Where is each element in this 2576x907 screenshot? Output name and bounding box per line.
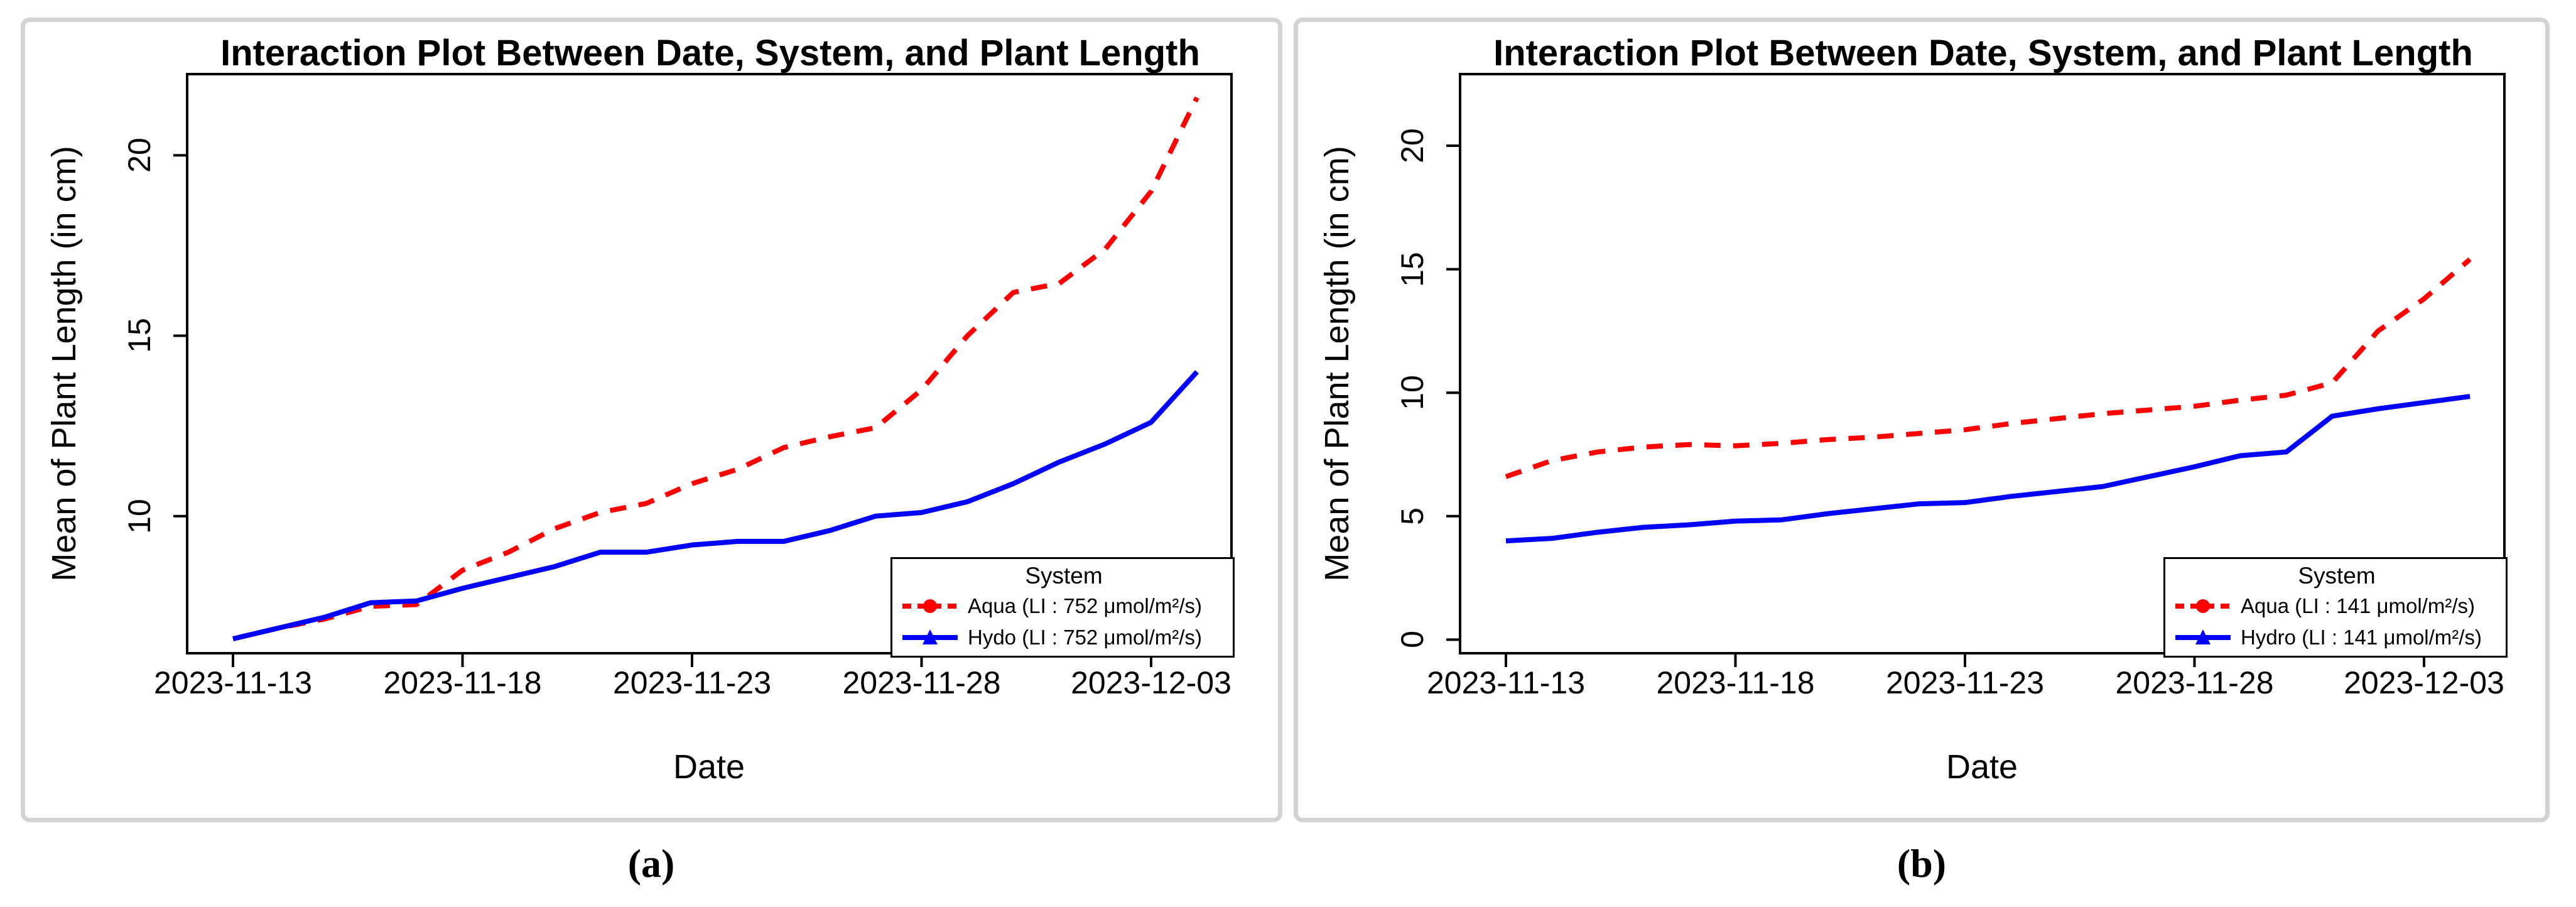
legend-item-label: Aqua (LI : 752 μmol/m²/s) (968, 594, 1202, 617)
plot-area (173, 73, 1233, 667)
panel-b-label: (b) (1897, 841, 1947, 886)
legend-box: System Aqua (LI : 752 μmol/m²/s) Hydo (L… (890, 557, 1235, 658)
x-tick-label: 2023-11-13 (153, 665, 313, 700)
x-tick-label: 2023-12-03 (2344, 665, 2504, 700)
y-tick-label: 0 (1395, 631, 1430, 649)
hydro-solid-line-triangle-icon (2175, 629, 2231, 644)
y-tick-label: 20 (1395, 128, 1430, 163)
x-tick-label: 2023-11-23 (612, 665, 772, 700)
y-tick-label: 10 (1395, 375, 1430, 410)
aqua-dashed-line-circle-icon (902, 599, 958, 613)
x-tick-label: 2023-11-18 (383, 665, 542, 700)
y-tick-label: 15 (1395, 251, 1430, 287)
y-tick-label: 15 (122, 318, 157, 354)
x-tick-label: 2023-11-13 (1426, 665, 1586, 700)
x-tick-label: 2023-12-03 (1071, 665, 1231, 700)
panel-a-label: (a) (627, 841, 675, 886)
y-tick-label: 20 (122, 138, 157, 173)
legend-item-aqua: Aqua (LI : 141 μmol/m²/s) (2173, 590, 2501, 622)
hydro-solid-line-triangle-icon (902, 629, 958, 644)
legend-item-label: Hydro (LI : 141 μmol/m²/s) (2241, 626, 2482, 649)
chart-title: Interaction Plot Between Date, System, a… (1493, 33, 2473, 73)
legend-item-aqua: Aqua (LI : 752 μmol/m²/s) (900, 590, 1228, 622)
legend-item-hydro: Hydo (LI : 752 μmol/m²/s) (900, 622, 1228, 653)
legend-box: System Aqua (LI : 141 μmol/m²/s) Hydro (… (2163, 557, 2508, 658)
chart-title: Interaction Plot Between Date, System, a… (220, 33, 1200, 73)
panel-a: Interaction Plot Between Date, System, a… (21, 18, 1282, 822)
legend-item-label: Hydo (LI : 752 μmol/m²/s) (968, 626, 1202, 649)
aqua-dashed-line-circle-icon (2175, 599, 2231, 613)
legend-title: System (2298, 563, 2376, 589)
x-axis-title: Date (1946, 748, 2018, 786)
x-tick-label: 2023-11-23 (1885, 665, 2045, 700)
x-tick-label: 2023-11-28 (2115, 665, 2274, 700)
y-tick-label: 5 (1395, 507, 1430, 525)
panel-b: Interaction Plot Between Date, System, a… (1294, 18, 2550, 822)
legend-item-hydro: Hydro (LI : 141 μmol/m²/s) (2173, 622, 2501, 653)
y-tick-label: 10 (122, 498, 157, 534)
x-tick-label: 2023-11-18 (1656, 665, 1815, 700)
x-axis-title: Date (673, 748, 745, 786)
plot-area (1446, 73, 2506, 667)
legend-item-label: Aqua (LI : 141 μmol/m²/s) (2241, 594, 2475, 617)
x-tick-label: 2023-11-28 (842, 665, 1001, 700)
legend-title: System (1025, 563, 1103, 589)
